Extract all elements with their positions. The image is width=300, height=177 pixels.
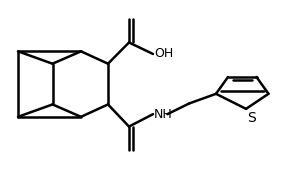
Text: S: S: [248, 111, 256, 125]
Text: NH: NH: [154, 108, 173, 121]
Text: OH: OH: [154, 47, 174, 61]
